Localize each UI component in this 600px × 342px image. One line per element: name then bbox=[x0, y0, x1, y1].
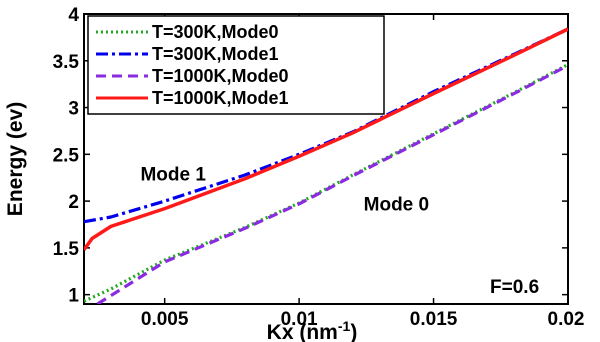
annotation-f-0-6: F=0.6 bbox=[490, 277, 539, 298]
legend-entry: T=300K,Mode1 bbox=[152, 44, 279, 64]
y-tick-label: 3 bbox=[68, 99, 79, 120]
y-tick-label: 3.5 bbox=[53, 52, 80, 73]
y-tick-label: 4 bbox=[68, 5, 79, 26]
legend-entry: T=1000K,Mode1 bbox=[152, 88, 289, 108]
y-tick-label: 2.5 bbox=[53, 145, 80, 166]
axis-ticks: 0.005 0.01 0.015 0.02 1 1.5 2 2.5 3 3.5 4 bbox=[53, 5, 585, 330]
x-axis-label-superscript: -1 bbox=[338, 318, 351, 334]
annotation-mode-0: Mode 0 bbox=[364, 194, 429, 215]
plot-frame bbox=[83, 13, 569, 305]
y-axis-label: Energy (ev) bbox=[4, 102, 27, 216]
x-axis-label-close: ) bbox=[350, 321, 357, 342]
legend-entry: T=300K,Mode0 bbox=[152, 22, 279, 42]
annotation-mode-1: Mode 1 bbox=[140, 165, 206, 186]
x-tick-label: 0.02 bbox=[548, 309, 585, 330]
x-axis-label: Kx (nm-1) bbox=[267, 318, 358, 342]
x-tick-label: 0.015 bbox=[410, 309, 458, 330]
series-line-t-1000k-mode1 bbox=[84, 27, 568, 251]
x-axis-label-main: Kx (nm bbox=[267, 321, 338, 342]
x-tick-label: 0.005 bbox=[141, 309, 189, 330]
series-line-t-1000k-mode0 bbox=[96, 64, 568, 304]
legend-entry: T=1000K,Mode0 bbox=[152, 66, 289, 86]
y-tick-label: 1.5 bbox=[53, 239, 80, 260]
legend: T=300K,Mode0T=300K,Mode1T=1000K,Mode0T=1… bbox=[87, 15, 385, 115]
y-tick-label: 1 bbox=[68, 286, 79, 307]
x-tick-label: 0.01 bbox=[281, 309, 318, 330]
series-lines bbox=[84, 27, 568, 304]
y-tick-label: 2 bbox=[68, 192, 79, 213]
annotations: Mode 1 Mode 0 F=0.6 bbox=[140, 165, 539, 298]
